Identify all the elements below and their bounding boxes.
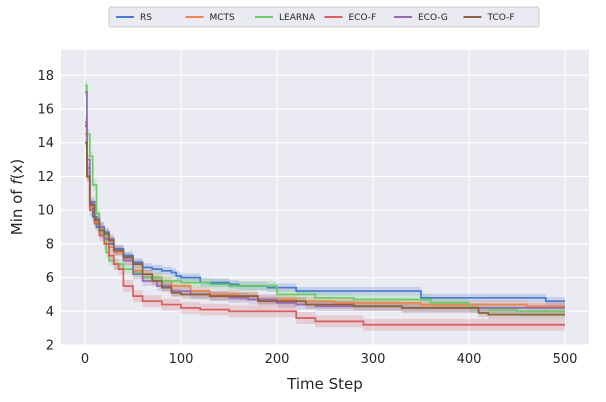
- x-axis-title: Time Step: [286, 375, 363, 393]
- legend-label-mcts: MCTS: [210, 13, 236, 23]
- plot-background: [61, 50, 589, 345]
- line-rs: [85, 125, 565, 303]
- legend-label-learna: LEARNA: [279, 13, 316, 23]
- line-eco-f: [85, 121, 565, 326]
- y-tick-label: 2: [46, 339, 54, 354]
- legend: RS MCTS LEARNA ECO-F ECO-G TCO-F: [108, 6, 540, 28]
- x-tick-label: 500: [553, 352, 578, 367]
- legend-label-eco-g: ECO-G: [418, 13, 448, 23]
- x-tick-label: 400: [457, 352, 482, 367]
- legend-label-rs: RS: [140, 13, 152, 23]
- x-tick-label: 0: [81, 352, 89, 367]
- line-tco-f: [85, 141, 565, 316]
- y-tick-label: 14: [37, 136, 54, 151]
- y-tick-label: 6: [46, 271, 54, 286]
- series-lines: [85, 84, 565, 326]
- x-tick-label: 300: [361, 352, 386, 367]
- x-tick-label: 100: [169, 352, 194, 367]
- y-tick-label: 8: [46, 237, 54, 252]
- legend-label-tco-f: TCO-F: [487, 13, 515, 23]
- y-tick-label: 18: [37, 69, 54, 84]
- legend-label-eco-f: ECO-F: [349, 13, 377, 23]
- y-axis-title: Min of f(x): [8, 159, 26, 236]
- y-tick-label: 10: [37, 204, 54, 219]
- y-tick-label: 4: [46, 305, 54, 320]
- legend-frame: [108, 6, 540, 28]
- y-tick-label: 12: [37, 170, 54, 185]
- y-tick-label: 16: [37, 103, 54, 118]
- x-tick-labels: 0 100 200 300 400 500: [81, 352, 578, 367]
- y-tick-labels: 2 4 6 8 10 12 14 16 18: [37, 69, 54, 354]
- x-tick-label: 200: [265, 352, 290, 367]
